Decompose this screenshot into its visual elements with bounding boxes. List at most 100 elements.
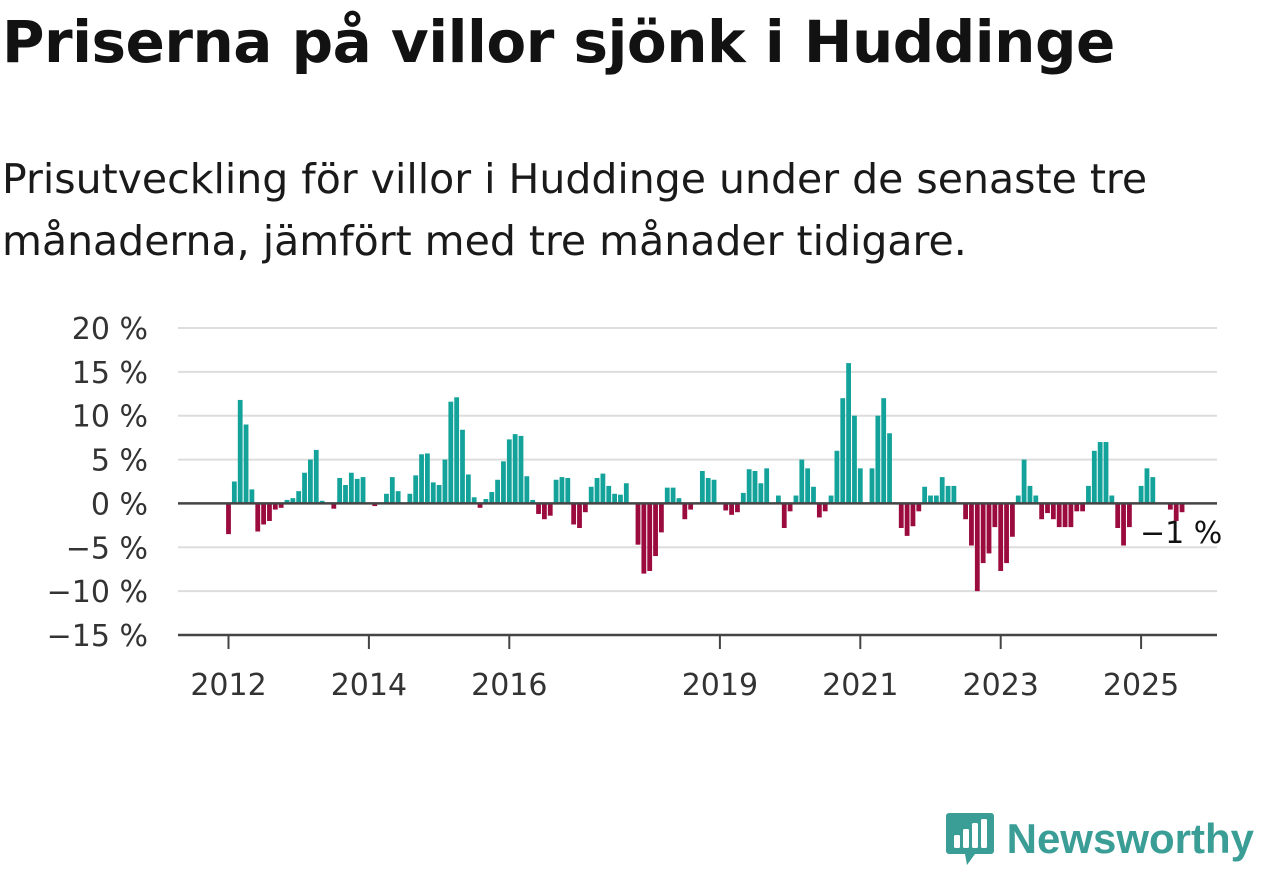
bar — [255, 503, 261, 532]
bar — [857, 468, 863, 504]
bar — [834, 450, 840, 504]
bar — [711, 479, 717, 504]
bar — [781, 503, 787, 528]
bar — [407, 493, 413, 504]
bar — [547, 503, 553, 516]
axes — [178, 502, 1217, 649]
bar — [1091, 450, 1097, 504]
bar — [986, 503, 992, 554]
bar — [998, 503, 1004, 571]
x-tick-label: 2025 — [1103, 668, 1179, 703]
bar — [577, 503, 582, 528]
bar — [635, 503, 641, 545]
bar — [454, 397, 460, 504]
bar — [308, 459, 313, 504]
bar — [1121, 503, 1126, 546]
bar — [571, 503, 577, 525]
bar — [1179, 503, 1185, 513]
bar — [729, 503, 734, 515]
bar — [852, 415, 857, 504]
y-tick-label: 15 % — [72, 356, 148, 391]
x-tick-label: 2021 — [822, 668, 898, 703]
bar — [501, 461, 506, 504]
bar — [237, 399, 243, 504]
bar — [337, 477, 343, 504]
bar — [758, 483, 764, 504]
bar — [483, 499, 489, 504]
bar — [641, 503, 647, 574]
bar — [313, 449, 319, 504]
x-tick-label: 2012 — [190, 668, 266, 703]
bar — [653, 503, 658, 557]
bar — [816, 503, 822, 518]
chart-title: Priserna på villor sjönk i Huddinge — [2, 8, 1115, 76]
bar — [746, 469, 752, 504]
bars — [226, 363, 1185, 592]
bar — [682, 503, 688, 520]
bar — [612, 493, 617, 504]
bar — [1150, 477, 1156, 504]
y-tick-label: −15 % — [47, 619, 148, 654]
tick-labels: 20 % 15 % 10 % 5 % 0 % −5 % −10 % −15 % 2012 2014… — [47, 312, 1223, 703]
bar — [1074, 503, 1080, 512]
bar — [1173, 503, 1179, 521]
bar — [752, 470, 758, 504]
bar — [822, 503, 828, 512]
bar — [249, 489, 255, 504]
bar — [343, 485, 348, 504]
bar — [805, 468, 811, 504]
bar — [1080, 503, 1085, 512]
bar — [670, 487, 676, 504]
bar — [506, 439, 512, 504]
bar — [489, 492, 495, 504]
bar — [764, 468, 770, 504]
bar — [1021, 459, 1027, 504]
bar — [1097, 442, 1103, 504]
x-tick-label: 2023 — [963, 668, 1039, 703]
bar — [659, 503, 664, 533]
bar — [1167, 503, 1173, 510]
bar — [951, 485, 957, 504]
bar — [524, 476, 530, 504]
bar — [1138, 485, 1144, 504]
bar — [1127, 503, 1132, 528]
bar — [588, 486, 594, 504]
y-tick-label: 20 % — [72, 312, 148, 347]
bar — [477, 503, 483, 508]
bar — [793, 495, 799, 504]
bar — [618, 494, 623, 504]
bar — [495, 479, 500, 504]
bar — [740, 492, 746, 504]
bar — [945, 485, 951, 504]
bar — [290, 498, 296, 504]
bar — [992, 503, 998, 528]
bar — [331, 503, 337, 509]
bar — [1109, 495, 1115, 504]
bar — [705, 477, 711, 504]
bar — [284, 499, 290, 504]
bar — [278, 503, 284, 508]
bar — [348, 472, 354, 504]
newsworthy-logo-icon — [945, 813, 994, 865]
bar — [448, 401, 454, 504]
grid-lines — [178, 327, 1217, 593]
bar — [1062, 503, 1068, 528]
bar — [302, 472, 307, 504]
bar — [536, 503, 541, 514]
bar — [360, 477, 366, 504]
bar — [594, 477, 600, 504]
bar — [840, 398, 846, 504]
bar — [933, 495, 939, 504]
bar — [776, 495, 781, 504]
chart-subtitle: Prisutveckling för villor i Huddinge und… — [2, 155, 1148, 265]
bar — [512, 434, 518, 504]
bar — [1115, 503, 1121, 528]
bar — [623, 483, 629, 504]
bar — [887, 433, 892, 504]
bar — [565, 477, 571, 504]
bar — [530, 499, 536, 504]
bar — [384, 493, 389, 504]
bar — [939, 477, 945, 504]
bar — [811, 486, 816, 504]
y-tick-label: −5 % — [66, 531, 148, 566]
